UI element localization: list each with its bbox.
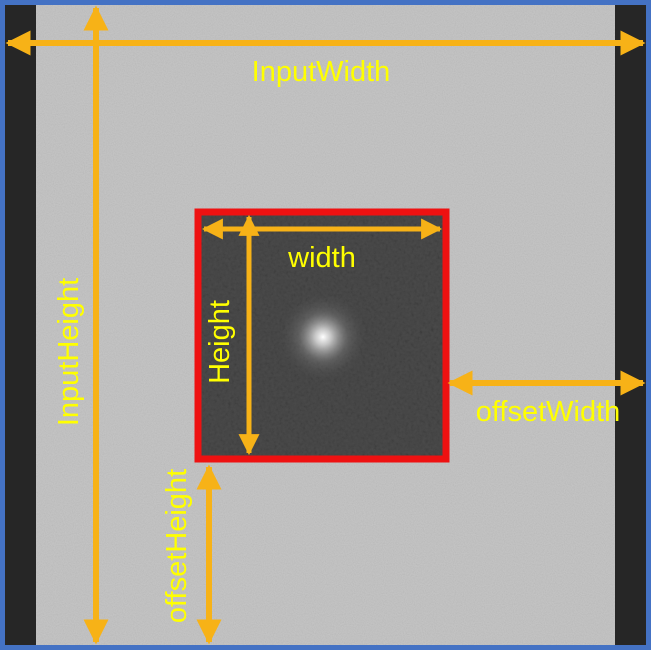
right-dark-band bbox=[615, 5, 646, 645]
offset-height-label: offsetHeight bbox=[161, 469, 193, 623]
bright-spot bbox=[278, 292, 368, 382]
height-label: Height bbox=[204, 300, 236, 384]
left-dark-band bbox=[5, 5, 36, 645]
width-label: width bbox=[287, 242, 356, 274]
offset-width-label: offsetWidth bbox=[476, 396, 621, 428]
crop-box bbox=[194, 208, 450, 463]
input-width-label: InputWidth bbox=[252, 56, 391, 88]
input-height-label: InputHeight bbox=[53, 278, 85, 426]
